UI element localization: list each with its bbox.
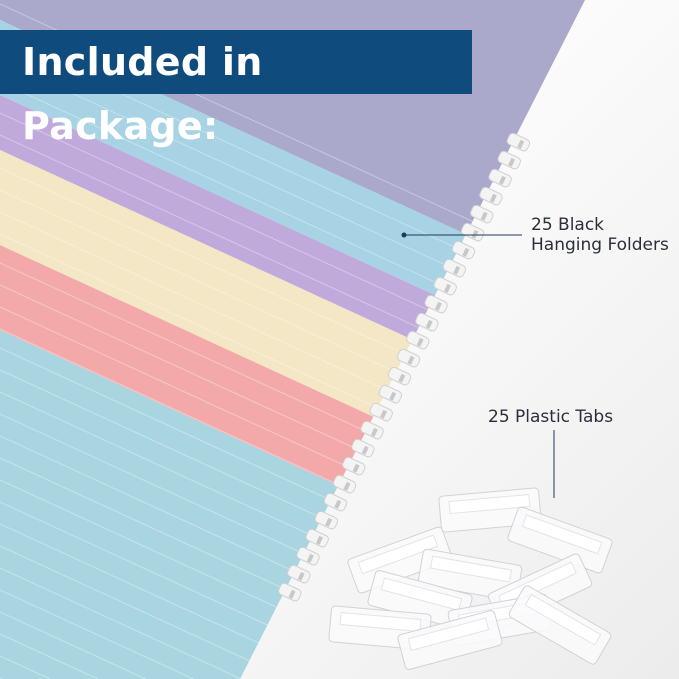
tab-hook (497, 150, 521, 170)
folder-edge (0, 567, 242, 679)
tab-hook (278, 582, 302, 602)
tab-hook (387, 366, 412, 386)
tab-hook (479, 186, 503, 206)
tab-hook (488, 168, 512, 188)
tab-hook (378, 384, 403, 404)
folders-count: 25 Black (531, 215, 605, 235)
tab-hook (360, 420, 384, 440)
plastic-tab (507, 506, 613, 574)
plastic-tabs-pile (328, 487, 613, 670)
tab-hook (369, 402, 393, 422)
folders-callout: 25 Black Hanging Folders (531, 215, 669, 255)
tab-hook (406, 330, 430, 350)
folder-edge (0, 655, 51, 679)
tab-hook (506, 132, 531, 152)
tab-hook (442, 258, 467, 278)
folder-edge (0, 611, 146, 679)
tab-hook (332, 474, 357, 494)
folder-edge (0, 589, 194, 679)
tab-hook (424, 294, 448, 314)
plastic-tab (347, 526, 453, 594)
tab-hook (305, 528, 329, 548)
folders-desc: Hanging Folders (531, 235, 669, 255)
tab-hook (415, 312, 439, 332)
tab-hook (396, 348, 421, 368)
plastic-tab (397, 610, 503, 670)
folder-edge (0, 633, 99, 679)
tabs-callout: 25 Plastic Tabs (488, 407, 614, 427)
tab-hook (314, 510, 339, 530)
tab-hook (433, 276, 457, 296)
callout-lines (401, 232, 555, 498)
plastic-tab (508, 585, 612, 665)
folder-edge (0, 545, 290, 679)
tab-hook (470, 204, 494, 224)
package-banner: Included in Package: (0, 30, 472, 148)
tab-hook (296, 546, 320, 566)
tab-hook (287, 564, 311, 584)
folder-tab-hooks (278, 132, 531, 602)
tab-hook (351, 438, 375, 458)
tab-hook (342, 456, 366, 476)
tab-hook (323, 492, 348, 512)
tab-hook (460, 222, 485, 242)
tab-hook (451, 240, 476, 260)
